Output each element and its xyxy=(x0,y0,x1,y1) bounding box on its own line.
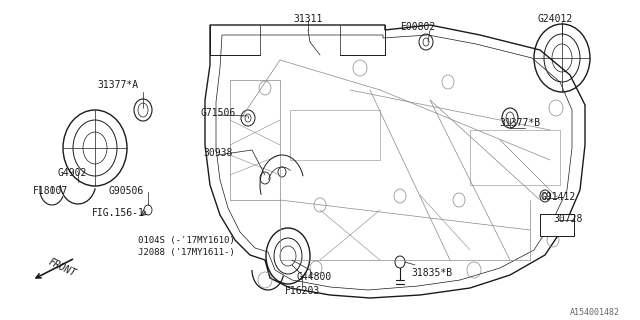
Text: G91412: G91412 xyxy=(540,192,575,202)
Text: G24012: G24012 xyxy=(538,14,573,24)
Text: FIG.156-1: FIG.156-1 xyxy=(92,208,145,218)
Text: G44800: G44800 xyxy=(296,272,332,282)
FancyBboxPatch shape xyxy=(540,214,574,236)
Text: G71506: G71506 xyxy=(200,108,236,118)
Text: F18007: F18007 xyxy=(33,186,68,196)
Text: FRONT: FRONT xyxy=(47,257,77,279)
Text: J2088 ('17MY1611-): J2088 ('17MY1611-) xyxy=(138,248,235,257)
Text: G90506: G90506 xyxy=(108,186,143,196)
Text: 31835*B: 31835*B xyxy=(412,268,452,278)
Text: F16203: F16203 xyxy=(284,286,319,296)
Text: 30728: 30728 xyxy=(554,214,582,224)
Text: E00802: E00802 xyxy=(401,22,436,32)
Text: 0104S (-'17MY1610): 0104S (-'17MY1610) xyxy=(138,236,235,245)
Text: 31377*A: 31377*A xyxy=(97,80,139,90)
Text: G4902: G4902 xyxy=(58,168,86,178)
Text: 30938: 30938 xyxy=(204,148,233,158)
Text: 31377*B: 31377*B xyxy=(499,118,541,128)
Text: 31311: 31311 xyxy=(293,14,323,24)
Text: A154001482: A154001482 xyxy=(570,308,620,317)
